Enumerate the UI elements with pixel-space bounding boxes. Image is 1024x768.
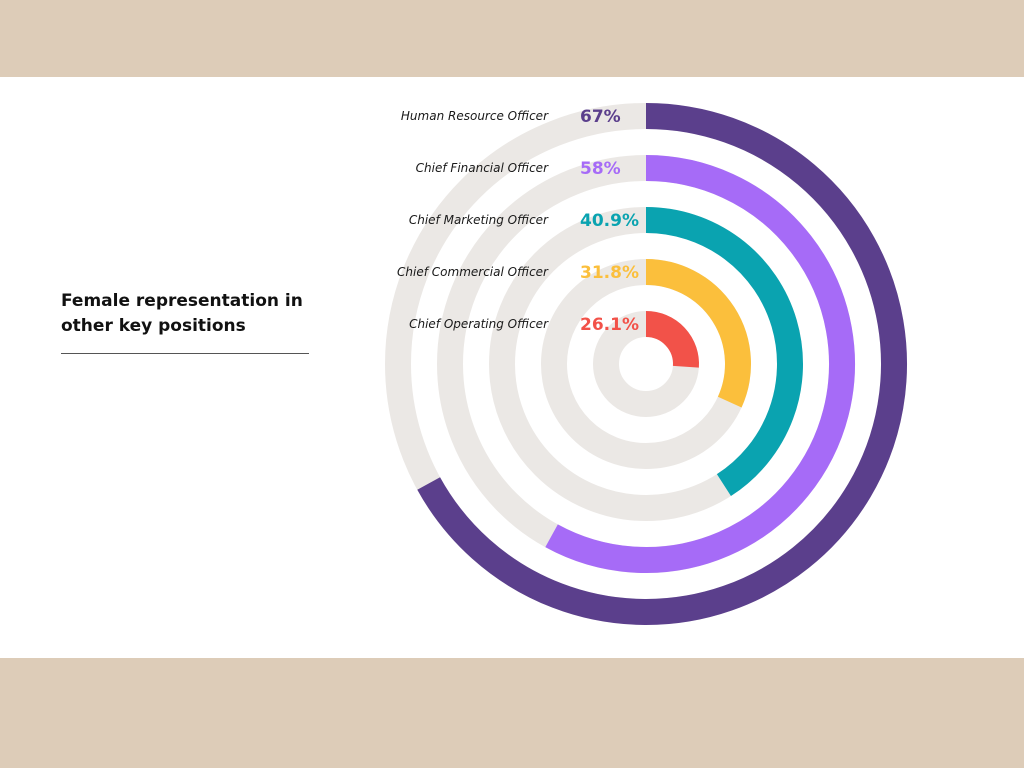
value-label: 26.1% <box>580 315 639 335</box>
value-label: 31.8% <box>580 263 639 283</box>
ring-bar <box>645 207 803 497</box>
radial-bar-chart: Human Resource Officer 67% Chief Financial… <box>385 103 907 625</box>
category-label: Human Resource Officer <box>401 109 549 123</box>
value-label: 58% <box>580 159 621 179</box>
chart-heading: Female representation in other key posit… <box>61 289 321 339</box>
ring-bar <box>645 311 699 368</box>
category-label: Chief Commercial Officer <box>397 265 549 279</box>
chart-heading-line-1: Female representation in <box>61 291 303 311</box>
bottom-band <box>0 658 1024 768</box>
category-label: Chief Operating Officer <box>409 317 549 331</box>
category-label: Chief Financial Officer <box>416 161 549 175</box>
ring-bar <box>545 155 855 573</box>
heading-divider <box>61 353 309 354</box>
chart-panel: Female representation in other key posit… <box>0 77 1024 658</box>
top-band <box>0 0 1024 77</box>
category-label: Chief Marketing Officer <box>409 213 549 227</box>
ring-bar <box>645 259 751 408</box>
chart-heading-line-2: other key positions <box>61 316 246 336</box>
ring-bar <box>417 103 907 625</box>
value-label: 40.9% <box>580 211 639 231</box>
value-label: 67% <box>580 107 621 127</box>
